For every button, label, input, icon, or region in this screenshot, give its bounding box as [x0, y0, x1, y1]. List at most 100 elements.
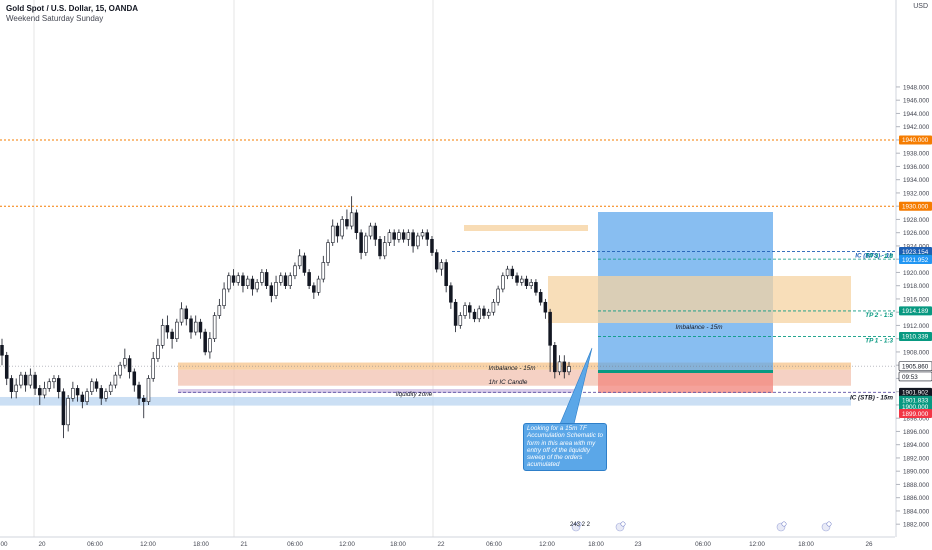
- price-tag-label: 1921.952: [902, 257, 929, 264]
- candle-body: [335, 225, 340, 237]
- candle-body: [132, 371, 137, 386]
- target-label: TP 2 - 1:5: [865, 312, 893, 319]
- price-tick-label: 1898.000: [903, 416, 930, 423]
- candle-body: [538, 292, 543, 303]
- candle-body: [486, 311, 491, 316]
- event-count-label: 243 2 2: [570, 522, 591, 528]
- imbalance-box-top[interactable]: [464, 225, 588, 231]
- candle-body: [420, 232, 425, 237]
- candle-body: [496, 288, 500, 303]
- candle-body: [75, 388, 80, 396]
- time-axis[interactable]: 00 20 06:00 12:00 18:00 21 06:00 12:00 18:00 22 06…: [0, 536, 895, 548]
- time-tick-label: 18:00: [798, 541, 814, 548]
- price-tick-label: 1946.000: [903, 98, 930, 105]
- candle-body: [534, 282, 538, 293]
- candle-body: [141, 398, 146, 402]
- candle-body: [28, 374, 33, 386]
- candle-body: [297, 255, 302, 267]
- candle-body: [19, 374, 23, 386]
- candle-body: [515, 275, 519, 283]
- candle-body: [38, 388, 42, 396]
- price-tag-label: 1940.000: [902, 137, 929, 144]
- price-tick-label: 1916.000: [903, 296, 930, 303]
- candle-body: [33, 374, 37, 389]
- imbalance-right-label: Imbalance - 15m: [676, 324, 723, 331]
- price-tick-label: 1908.000: [903, 349, 930, 356]
- time-tick-label: 06:00: [486, 541, 502, 548]
- imbalance-box-right[interactable]: [548, 276, 851, 323]
- candle-body: [245, 278, 250, 286]
- price-tick-label: 1912.000: [903, 323, 930, 330]
- price-tag-label: 1901.833: [902, 398, 929, 405]
- candle-body: [321, 262, 326, 280]
- price-tag-label: 1914.189: [902, 308, 929, 315]
- price-axis[interactable]: 1882.000 1884.000 1886.000 1888.000 1890.000…: [895, 0, 932, 537]
- candle-body: [567, 366, 571, 373]
- candle-body: [255, 282, 259, 290]
- candle-body: [453, 301, 458, 326]
- candle-body: [85, 391, 89, 402]
- price-tick-label: 1888.000: [903, 482, 930, 489]
- hr-ic-candle-label: 1hr IC Candle: [489, 379, 528, 386]
- candle-body: [104, 391, 108, 399]
- candle-body: [543, 301, 548, 313]
- price-tag-label: 1901.902: [902, 390, 929, 397]
- candlestick-series: [0, 196, 571, 439]
- candle-body: [482, 308, 486, 316]
- candle-body: [382, 242, 387, 257]
- candle-body: [519, 278, 524, 283]
- candle-body: [491, 301, 496, 313]
- time-tick-label: 00: [0, 541, 8, 548]
- time-tick-label: 22: [437, 541, 445, 548]
- event-count-icon: [620, 521, 626, 527]
- candle-body: [160, 325, 165, 346]
- chart-grid: [33, 0, 434, 537]
- candle-body: [118, 364, 122, 376]
- candle-body: [510, 268, 515, 277]
- candle-body: [401, 232, 406, 240]
- candle-body: [47, 381, 52, 389]
- price-tick-label: 1948.000: [903, 84, 930, 91]
- time-tick-label: 18:00: [193, 541, 209, 548]
- time-tick-label: 20: [38, 541, 46, 548]
- candle-body: [208, 338, 212, 353]
- price-tag-bg: [899, 387, 932, 397]
- candle-body: [94, 381, 99, 389]
- candle-body: [307, 272, 311, 286]
- candle-body: [80, 394, 85, 402]
- candle-body: [406, 232, 411, 240]
- candle-body: [198, 321, 203, 333]
- candle-body: [193, 321, 198, 333]
- candle-body: [217, 305, 222, 316]
- economic-events[interactable]: 243 2 2: [570, 521, 832, 532]
- price-tick-label: 1894.000: [903, 442, 930, 449]
- price-tag-label: 1930.000: [902, 203, 929, 210]
- candle-body: [9, 378, 14, 392]
- currency-label[interactable]: USD: [913, 3, 928, 10]
- rr-loss-zone[interactable]: [598, 371, 773, 393]
- candle-body: [189, 318, 193, 333]
- candle-body: [340, 219, 344, 237]
- imbalance-left-label: Imbalance - 15m: [489, 365, 536, 372]
- candle-body: [392, 232, 396, 240]
- candle-body: [90, 381, 94, 392]
- candle-body: [293, 265, 297, 277]
- candle-body: [557, 361, 562, 373]
- candle-body: [529, 282, 533, 286]
- price-tag-bg: [899, 306, 932, 316]
- candle-body: [241, 275, 245, 286]
- candle-body: [411, 232, 415, 247]
- candle-body: [203, 331, 207, 353]
- candle-body: [425, 232, 430, 240]
- price-tick-label: 1886.000: [903, 495, 930, 502]
- candle-body: [288, 275, 292, 286]
- candle-body: [302, 255, 307, 273]
- candle-body: [373, 225, 378, 240]
- price-tick-label: 1938.000: [903, 151, 930, 158]
- callout-note[interactable]: Looking for a 15m TF Accumulation Schema…: [523, 423, 607, 471]
- price-tag-label: 1905.860: [902, 363, 929, 370]
- price-tag-label: 1923.154: [902, 249, 929, 256]
- drawing-overlays[interactable]: [464, 225, 851, 323]
- symbol-title[interactable]: Gold Spot / U.S. Dollar, 15, OANDA: [6, 4, 139, 13]
